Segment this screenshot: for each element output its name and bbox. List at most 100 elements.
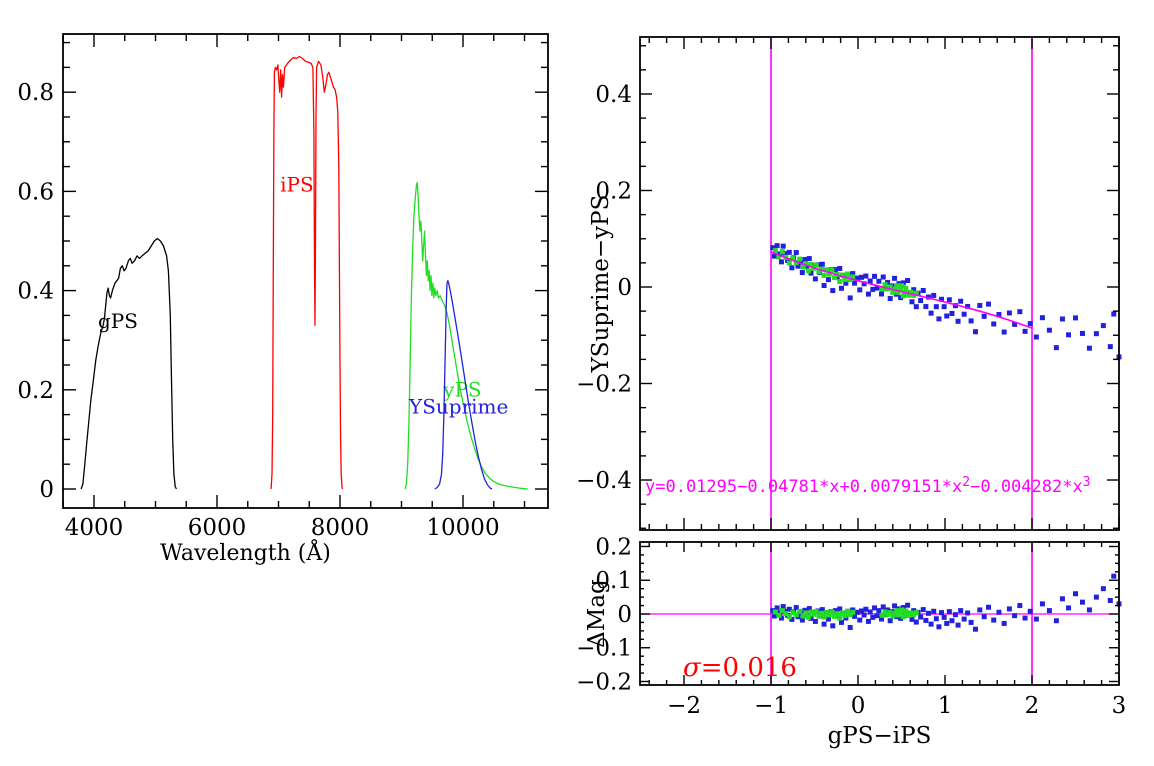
data-point-blue — [887, 296, 893, 302]
residual-point-blue — [925, 610, 931, 616]
bottom-y-tick-label: 0 — [617, 602, 632, 628]
residual-point-blue — [819, 607, 825, 613]
residual-point-blue — [955, 622, 961, 628]
data-point-blue — [965, 303, 971, 309]
residual-point-green — [783, 611, 789, 617]
data-point-blue — [923, 304, 929, 310]
y-tick-label: 0.6 — [17, 179, 54, 205]
data-point-green — [826, 271, 832, 277]
data-point-blue — [1046, 327, 1052, 333]
residual-point-green — [772, 609, 778, 615]
data-point-green — [894, 283, 900, 289]
residual-point-green — [813, 609, 819, 615]
data-point-blue — [812, 276, 818, 282]
residual-point-blue — [913, 619, 919, 625]
residual-point-blue — [923, 617, 929, 623]
data-point-blue — [941, 304, 947, 310]
residual-point-blue — [830, 623, 836, 629]
data-point-blue — [825, 277, 831, 283]
residual-point-green — [797, 608, 803, 614]
data-point-blue — [898, 295, 904, 301]
residual-point-green — [911, 612, 917, 618]
residual-point-blue — [991, 617, 997, 623]
bottom-y-tick-label: 0.2 — [595, 534, 632, 560]
residual-point-blue — [825, 616, 831, 622]
data-point-green — [808, 261, 814, 267]
residual-point-blue — [1086, 607, 1092, 613]
x-tick-label: 1 — [938, 693, 953, 719]
data-point-blue — [918, 297, 924, 303]
data-point-green — [900, 293, 906, 299]
data-point-blue — [795, 263, 801, 269]
bottom-y-axis-title: ΔMag — [584, 579, 610, 648]
data-point-green — [772, 248, 778, 254]
residual-point-green — [903, 611, 909, 617]
data-point-blue — [880, 274, 886, 280]
residual-point-green — [790, 610, 796, 616]
data-point-blue — [821, 283, 827, 289]
residual-point-blue — [1066, 605, 1072, 611]
data-point-blue — [780, 243, 786, 249]
bottom-y-tick-label: −0.2 — [576, 669, 632, 695]
equation-text: y=0.01295−0.04781*x+0.0079151*x — [645, 477, 962, 497]
residual-point-blue — [863, 606, 869, 612]
residual-point-blue — [931, 608, 937, 614]
data-point-blue — [892, 275, 898, 281]
x-tick-label: 3 — [1112, 693, 1127, 719]
residual-point-green — [845, 608, 851, 614]
residual-point-green — [786, 614, 792, 620]
residual-point-green — [793, 612, 799, 618]
curve-label-ysuprime: YSuprime — [408, 395, 508, 419]
top-y-tick-label: −0.4 — [576, 468, 632, 494]
top-y-tick-label: 0.4 — [595, 82, 632, 108]
data-point-blue — [1012, 321, 1018, 327]
residual-point-blue — [1059, 596, 1065, 602]
residual-point-blue — [870, 614, 876, 620]
residual-point-blue — [911, 608, 917, 614]
fit-equation-label: y=0.01295−0.04781*x+0.0079151*x2−0.00428… — [645, 475, 1091, 497]
residual-point-green — [803, 610, 809, 616]
data-point-blue — [778, 259, 784, 265]
data-point-blue — [786, 249, 792, 255]
residual-point-blue — [986, 604, 992, 610]
data-point-green — [797, 256, 803, 262]
residual-point-blue — [1046, 608, 1052, 614]
data-point-blue — [1001, 329, 1007, 335]
residual-point-green — [882, 609, 888, 615]
data-point-blue — [785, 257, 791, 263]
residual-point-blue — [858, 608, 864, 614]
data-point-blue — [1053, 345, 1059, 351]
data-point-blue — [1059, 316, 1065, 322]
residual-point-green — [779, 608, 785, 614]
data-point-blue — [843, 280, 849, 286]
residual-point-blue — [771, 613, 777, 619]
residual-point-blue — [832, 608, 838, 614]
series-YSuprime-stars — [770, 243, 1122, 632]
sigma-label: σ=0.016 — [683, 653, 797, 683]
top-y-tick-label: 0 — [617, 275, 632, 301]
residual-point-blue — [977, 607, 983, 613]
data-point-blue — [861, 281, 867, 287]
residual-point-blue — [928, 621, 934, 627]
data-point-blue — [949, 310, 955, 316]
residual-point-blue — [872, 605, 878, 611]
residual-point-blue — [933, 616, 939, 622]
data-point-blue — [939, 296, 945, 302]
residual-point-blue — [1001, 620, 1007, 626]
residual-point-green — [837, 615, 843, 621]
data-point-blue — [806, 256, 812, 262]
residual-point-green — [850, 609, 856, 615]
data-point-green — [913, 290, 919, 296]
data-point-blue — [952, 303, 958, 309]
data-point-green — [847, 277, 853, 283]
data-point-blue — [802, 256, 808, 262]
data-point-blue — [958, 298, 964, 304]
curve-label-gps: gPS — [98, 309, 138, 333]
curve-yps — [404, 181, 528, 490]
data-point-blue — [885, 279, 891, 285]
residual-point-blue — [821, 621, 827, 627]
data-point-blue — [1066, 332, 1072, 338]
residual-point-blue — [1006, 606, 1012, 612]
residual-point-green — [839, 610, 845, 616]
